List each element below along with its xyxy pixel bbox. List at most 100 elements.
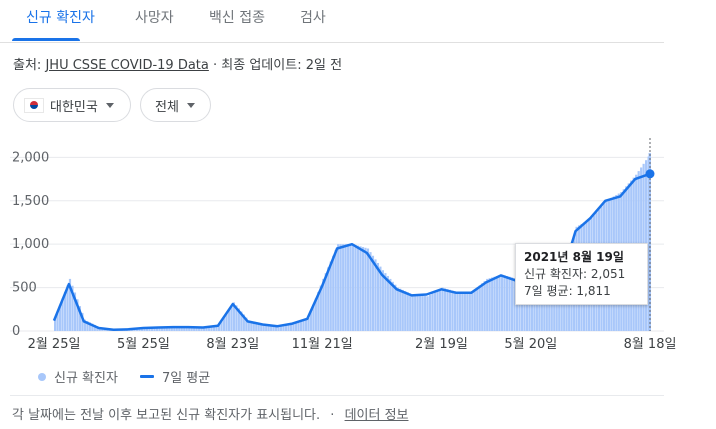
daily-cases-bar [73, 292, 77, 331]
country-dropdown[interactable]: 대한민국 [13, 88, 131, 122]
source-separator: · [213, 58, 218, 73]
daily-cases-bar [332, 255, 335, 331]
x-tick-label: 8월 23일 [206, 337, 259, 352]
daily-cases-bar [183, 326, 186, 331]
daily-cases-bar [436, 290, 439, 331]
region-dropdown[interactable]: 전체 [140, 88, 211, 122]
daily-cases-bar [88, 322, 91, 331]
daily-cases-bar [250, 321, 253, 331]
daily-cases-bar [337, 244, 340, 331]
daily-cases-bar [361, 247, 365, 331]
x-tick-label: 5월 25일 [117, 337, 170, 352]
daily-cases-bar [195, 326, 198, 331]
daily-cases-bar [145, 327, 149, 331]
daily-cases-bar [376, 262, 380, 331]
daily-cases-bar [399, 288, 402, 331]
source-link[interactable]: JHU CSSE COVID-19 Data [45, 58, 209, 73]
daily-cases-bar [548, 286, 551, 331]
daily-cases-bar [56, 311, 59, 331]
daily-cases-bar [558, 280, 561, 331]
daily-cases-bar [391, 281, 394, 331]
daily-cases-bar [307, 317, 310, 331]
daily-cases-bar [431, 293, 434, 331]
daily-cases-bar [498, 275, 501, 331]
active-tab-indicator [12, 38, 80, 41]
daily-cases-bar [222, 317, 226, 331]
daily-cases-bar [212, 325, 216, 331]
daily-cases-bar [441, 287, 444, 331]
daily-cases-bar [168, 327, 171, 331]
daily-cases-bar [282, 324, 285, 331]
chart-tooltip: 2021년 8월 19일 신규 확진자: 2,051 7일 평균: 1,811 [515, 243, 648, 305]
daily-cases-bar [493, 276, 496, 331]
hover-point [645, 169, 655, 179]
tab-deaths[interactable]: 사망자 [135, 10, 174, 26]
daily-cases-bar [419, 295, 422, 331]
daily-cases-bar [81, 312, 84, 331]
daily-cases-bar [207, 326, 211, 331]
daily-cases-bar [277, 325, 280, 331]
daily-cases-bar [394, 284, 397, 331]
daily-cases-bar [545, 287, 548, 331]
daily-cases-bar [63, 291, 67, 331]
country-label: 대한민국 [50, 99, 98, 115]
daily-cases-bar [247, 320, 250, 331]
daily-cases-bar [58, 304, 62, 331]
legend-new-cases: 신규 확진자 [54, 371, 118, 386]
daily-cases-bar [245, 317, 248, 331]
daily-cases-bar [426, 296, 429, 331]
daily-cases-bar [503, 275, 506, 331]
daily-cases-bar [396, 287, 399, 331]
daily-cases-bar [356, 245, 360, 331]
daily-cases-bar [389, 278, 392, 331]
daily-cases-bar [322, 278, 325, 331]
daily-cases-bar [190, 326, 193, 331]
daily-cases-bar [200, 327, 203, 331]
daily-cases-bar [510, 277, 514, 331]
daily-cases-bar [404, 291, 407, 331]
daily-cases-bar [284, 324, 288, 331]
about-data-link[interactable]: 데이터 정보 [344, 408, 409, 423]
daily-cases-bar [324, 273, 327, 331]
daily-cases-bar [272, 325, 275, 331]
daily-cases-bar [438, 289, 442, 331]
daily-cases-bar [265, 324, 268, 331]
chevron-down-icon [186, 102, 195, 108]
footer-separator: · [330, 408, 335, 423]
daily-cases-bar [386, 276, 389, 331]
tab-vaccinations[interactable]: 백신 접종 [209, 10, 265, 26]
daily-cases-bar [148, 327, 151, 331]
daily-cases-bar [411, 294, 414, 331]
daily-cases-bar [414, 294, 417, 331]
covid-cases-chart[interactable]: 0 500 1,000 1,500 2,000 2월 25일 5월 25일 8월 23일 11… [0, 0, 716, 360]
daily-cases-bar [185, 326, 188, 331]
chevron-down-icon [105, 102, 114, 108]
daily-cases-bar [217, 324, 221, 331]
daily-cases-bar [225, 313, 228, 331]
region-label: 전체 [155, 99, 179, 115]
daily-cases-bar [406, 292, 409, 331]
daily-cases-bar [267, 324, 270, 331]
daily-cases-bar [210, 326, 213, 331]
daily-cases-bar [463, 291, 466, 331]
daily-cases-bar [473, 289, 476, 331]
daily-cases-bar [252, 321, 255, 331]
daily-cases-bar [262, 324, 265, 331]
daily-cases-bar [61, 298, 64, 331]
y-tick-label: 1,500 [12, 194, 49, 209]
tab-bar: 신규 확진자 사망자 백신 접종 검사 [0, 0, 664, 43]
daily-cases-bar [505, 276, 509, 331]
daily-cases-bar [334, 249, 337, 331]
daily-cases-bar [227, 309, 231, 331]
tab-new-cases[interactable]: 신규 확진자 [26, 10, 95, 26]
daily-cases-bar [352, 244, 355, 331]
daily-cases-bar [471, 291, 474, 331]
divider [10, 395, 664, 396]
tab-tests[interactable]: 검사 [300, 10, 326, 26]
daily-cases-bar [347, 244, 350, 331]
daily-cases-bar [319, 285, 322, 331]
daily-cases-bar [468, 291, 471, 331]
daily-cases-bar [540, 284, 543, 331]
y-tick-label: 0 [12, 324, 20, 339]
daily-cases-bar [140, 327, 144, 331]
